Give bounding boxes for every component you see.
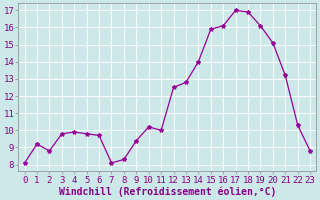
X-axis label: Windchill (Refroidissement éolien,°C): Windchill (Refroidissement éolien,°C)	[59, 186, 276, 197]
